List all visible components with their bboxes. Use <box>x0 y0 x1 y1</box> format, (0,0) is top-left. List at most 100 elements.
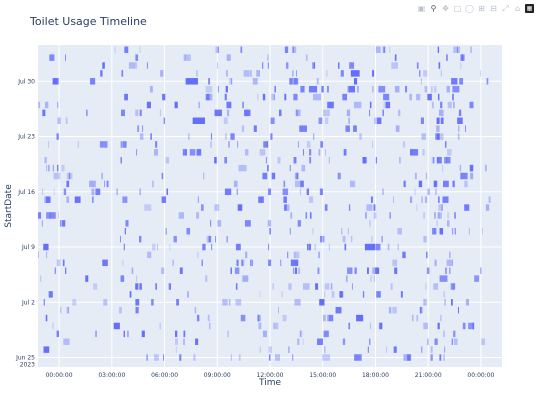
usage-bar[interactable] <box>195 338 199 345</box>
usage-bar[interactable] <box>444 346 446 353</box>
usage-bar[interactable] <box>135 109 139 117</box>
usage-bar[interactable] <box>226 109 230 117</box>
usage-bar[interactable] <box>275 354 280 361</box>
autoscale-icon[interactable]: ⤢ <box>502 4 509 13</box>
usage-bar[interactable] <box>312 62 314 69</box>
usage-bar[interactable] <box>440 117 444 125</box>
usage-bar[interactable] <box>102 259 108 267</box>
usage-bar[interactable] <box>139 46 141 53</box>
usage-bar[interactable] <box>309 156 312 164</box>
usage-bar[interactable] <box>421 346 423 353</box>
usage-bar[interactable] <box>293 251 300 259</box>
usage-bar[interactable] <box>377 117 382 125</box>
usage-bar[interactable] <box>434 180 437 188</box>
usage-bar[interactable] <box>309 149 312 156</box>
usage-bar[interactable] <box>208 322 211 330</box>
usage-bar[interactable] <box>295 259 299 267</box>
usage-bar[interactable] <box>391 62 398 69</box>
usage-bar[interactable] <box>63 338 70 345</box>
usage-bar[interactable] <box>146 354 148 361</box>
usage-bar[interactable] <box>273 93 275 101</box>
usage-bar[interactable] <box>402 251 406 259</box>
usage-bar[interactable] <box>382 109 384 117</box>
usage-bar[interactable] <box>222 299 228 306</box>
usage-bar[interactable] <box>198 101 200 109</box>
usage-bar[interactable] <box>183 54 191 61</box>
usage-bar[interactable] <box>65 54 66 61</box>
usage-bar[interactable] <box>289 78 293 85</box>
usage-bar[interactable] <box>436 133 439 140</box>
usage-bar[interactable] <box>293 46 297 53</box>
usage-bar[interactable] <box>215 46 217 53</box>
usage-bar[interactable] <box>440 314 442 322</box>
usage-bar[interactable] <box>139 133 144 140</box>
usage-bar[interactable] <box>297 141 299 148</box>
usage-bar[interactable] <box>102 62 105 69</box>
usage-bar[interactable] <box>397 243 399 251</box>
usage-bar[interactable] <box>66 180 70 188</box>
usage-bar[interactable] <box>389 46 391 53</box>
usage-bar[interactable] <box>451 299 453 306</box>
usage-bar[interactable] <box>434 212 436 219</box>
usage-bar[interactable] <box>437 212 441 219</box>
usage-bar[interactable] <box>393 346 397 353</box>
usage-bar[interactable] <box>296 70 297 77</box>
usage-bar[interactable] <box>262 93 266 101</box>
usage-bar[interactable] <box>240 46 243 53</box>
usage-bar[interactable] <box>137 125 140 132</box>
usage-bar[interactable] <box>49 54 55 61</box>
usage-bar[interactable] <box>316 78 319 85</box>
usage-bar[interactable] <box>326 70 328 77</box>
usage-bar[interactable] <box>362 156 367 164</box>
usage-bar[interactable] <box>312 228 314 235</box>
usage-bar[interactable] <box>392 306 397 314</box>
zoom-icon[interactable]: ⚲ <box>430 4 437 13</box>
usage-bar[interactable] <box>414 188 416 196</box>
usage-bar[interactable] <box>437 212 443 219</box>
usage-bar[interactable] <box>433 156 435 164</box>
usage-bar[interactable] <box>286 62 289 69</box>
usage-bar[interactable] <box>370 196 373 203</box>
usage-bar[interactable] <box>302 283 310 290</box>
usage-bar[interactable] <box>253 125 257 132</box>
usage-bar[interactable] <box>446 149 452 156</box>
usage-bar[interactable] <box>268 259 272 267</box>
usage-bar[interactable] <box>267 220 272 227</box>
usage-bar[interactable] <box>485 204 490 211</box>
usage-bar[interactable] <box>341 228 343 235</box>
usage-bar[interactable] <box>450 283 454 290</box>
usage-bar[interactable] <box>214 156 217 164</box>
usage-bar[interactable] <box>278 306 279 314</box>
usage-bar[interactable] <box>411 314 414 322</box>
usage-bar[interactable] <box>452 259 453 267</box>
usage-bar[interactable] <box>135 54 139 61</box>
usage-bar[interactable] <box>267 164 269 172</box>
usage-bar[interactable] <box>179 354 182 361</box>
usage-bar[interactable] <box>175 330 178 338</box>
usage-bar[interactable] <box>323 109 330 117</box>
usage-bar[interactable] <box>293 78 299 85</box>
usage-bar[interactable] <box>230 267 232 274</box>
usage-bar[interactable] <box>53 188 55 196</box>
usage-bar[interactable] <box>423 212 425 219</box>
usage-bar[interactable] <box>135 283 139 290</box>
usage-bar[interactable] <box>60 306 62 314</box>
usage-bar[interactable] <box>321 141 324 148</box>
usage-bar[interactable] <box>48 164 50 172</box>
usage-bar[interactable] <box>258 322 262 330</box>
box-select-icon[interactable]: □ <box>453 4 462 13</box>
usage-bar[interactable] <box>196 70 198 77</box>
usage-bar[interactable] <box>208 78 210 85</box>
usage-bar[interactable] <box>207 314 210 322</box>
usage-bar[interactable] <box>121 109 125 117</box>
usage-bar[interactable] <box>446 156 451 164</box>
usage-bar[interactable] <box>93 283 98 290</box>
usage-bar[interactable] <box>388 306 392 314</box>
usage-bar[interactable] <box>302 338 304 345</box>
usage-bar[interactable] <box>373 117 378 125</box>
usage-bar[interactable] <box>257 314 260 322</box>
usage-bar[interactable] <box>161 172 164 180</box>
usage-bar[interactable] <box>176 299 179 306</box>
usage-bar[interactable] <box>436 125 440 132</box>
usage-bar[interactable] <box>445 267 447 274</box>
